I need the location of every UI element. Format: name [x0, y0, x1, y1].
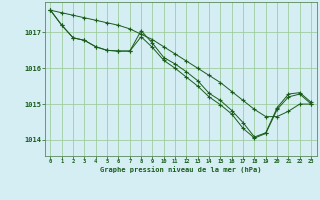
X-axis label: Graphe pression niveau de la mer (hPa): Graphe pression niveau de la mer (hPa) — [100, 166, 261, 173]
